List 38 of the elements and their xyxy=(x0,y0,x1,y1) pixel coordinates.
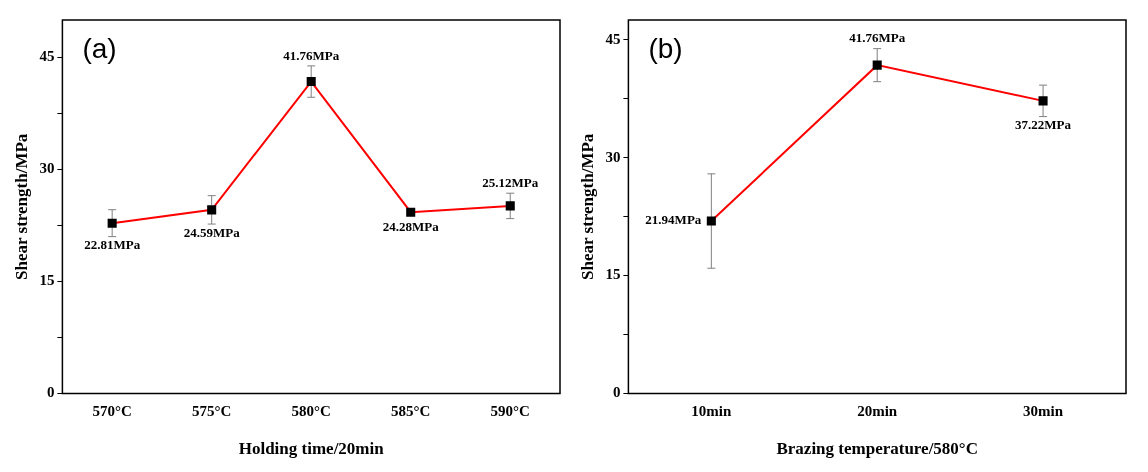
point xyxy=(872,60,882,70)
point xyxy=(1038,96,1048,106)
data-label: 41.76MPa xyxy=(849,30,906,46)
data-label: 41.76MPa xyxy=(283,47,340,63)
y-tick-label: 30 xyxy=(39,160,55,177)
data-label: 21.94MPa xyxy=(645,212,702,228)
x-tick-label: 585°C xyxy=(391,403,431,420)
point xyxy=(306,77,316,87)
annotation: (b) xyxy=(648,32,683,64)
y-tick-label: 0 xyxy=(612,384,621,401)
x-tick-label: 10min xyxy=(691,403,732,420)
y-tick-label: 0 xyxy=(46,384,55,401)
x-tick-label: 570°C xyxy=(92,403,132,420)
y-tick-label: 15 xyxy=(39,272,55,289)
x-tick-label: 30min xyxy=(1023,403,1064,420)
y-axis-title: Shear strength/MPa xyxy=(577,133,597,280)
point xyxy=(406,207,416,217)
x-axis-title: Brazing temperature/580°C xyxy=(776,439,978,459)
point xyxy=(207,205,217,215)
y-axis-title: Shear strength/MPa xyxy=(11,133,31,280)
data-label: 37.22MPa xyxy=(1015,117,1072,133)
data-label: 24.59MPa xyxy=(183,224,241,240)
data-label: 24.28MPa xyxy=(382,219,440,235)
data-label: 22.81MPa xyxy=(84,237,141,253)
annotation: (a) xyxy=(82,32,117,64)
x-axis-title: Holding time/20min xyxy=(238,439,385,459)
y-tick-label: 45 xyxy=(605,30,621,47)
point xyxy=(706,216,716,226)
y-tick-label: 15 xyxy=(605,266,621,283)
x-tick-label: 575°C xyxy=(192,403,232,420)
x-tick-label: 20min xyxy=(857,403,898,420)
data-label: 25.12MPa xyxy=(482,175,539,191)
y-tick-label: 30 xyxy=(605,148,621,165)
x-tick-label: 580°C xyxy=(291,403,331,420)
x-tick-label: 590°C xyxy=(490,403,530,420)
y-tick-label: 45 xyxy=(39,48,55,65)
point xyxy=(107,218,117,228)
point xyxy=(505,201,515,211)
